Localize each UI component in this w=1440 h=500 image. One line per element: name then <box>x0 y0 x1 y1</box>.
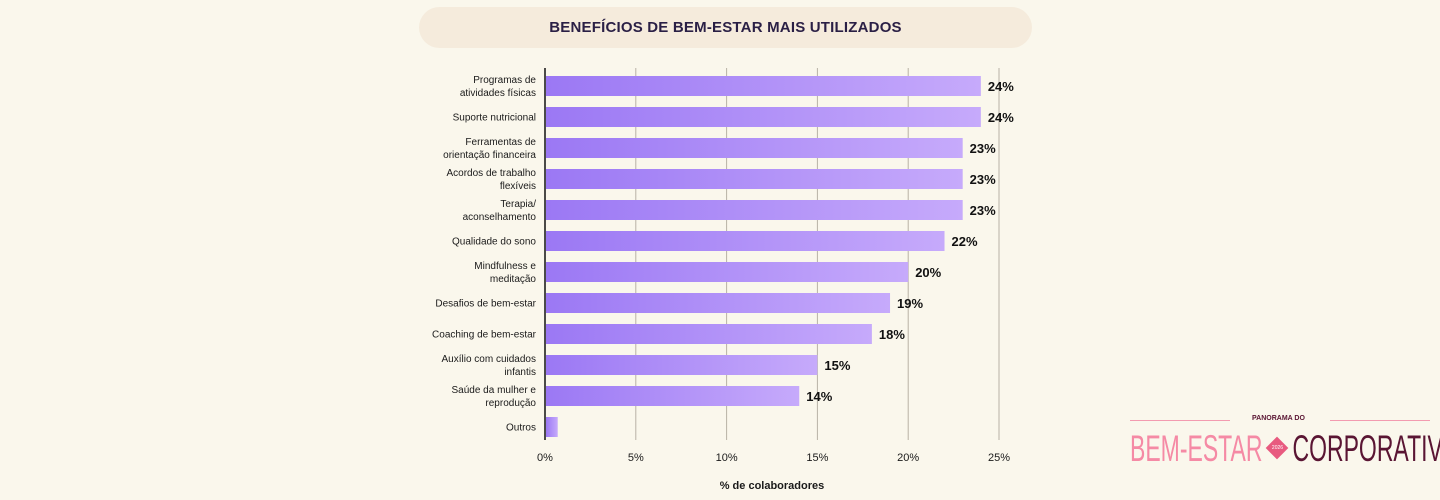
data-label: 23% <box>970 203 996 218</box>
category-label: Auxílio com cuidados infantis <box>442 354 537 378</box>
category-label-line: Coaching de bem-estar <box>432 330 537 341</box>
category-label-line: Mindfulness e <box>474 261 536 272</box>
logo-top-text: PANORAMA DO <box>1252 415 1305 422</box>
category-label-line: Ferramentas de <box>465 137 536 148</box>
bar <box>546 262 909 282</box>
x-tick-label: 10% <box>716 452 738 464</box>
bar <box>546 107 981 127</box>
x-tick-label: 0% <box>537 452 553 464</box>
category-label: Saúde da mulher e reprodução <box>451 385 536 409</box>
category-label: Ferramentas de orientação financeira <box>443 137 536 161</box>
category-label-line: meditação <box>490 274 537 285</box>
category-label-line: flexíveis <box>500 181 536 192</box>
bar <box>546 293 891 313</box>
category-label: Suporte nutricional <box>453 113 536 124</box>
category-label: Mindfulness e meditação <box>474 261 536 285</box>
data-label: 24% <box>988 110 1014 125</box>
category-label-line: aconselhamento <box>463 212 537 223</box>
category-label-line: atividades físicas <box>460 88 536 99</box>
logo-year: 2026 <box>1271 445 1284 451</box>
x-tick-label: 15% <box>806 452 828 464</box>
bar <box>546 169 963 189</box>
category-label-line: Acordos de trabalho <box>446 168 536 179</box>
bar <box>546 76 981 96</box>
category-label-line: Auxílio com cuidados <box>442 354 537 365</box>
category-label: Qualidade do sono <box>452 237 536 248</box>
data-label: 19% <box>897 296 923 311</box>
category-label: Terapia/aconselhamento <box>463 199 537 223</box>
bar <box>546 386 800 406</box>
data-label: 14% <box>806 389 832 404</box>
data-label: 22% <box>952 234 978 249</box>
category-label: Outros <box>506 423 536 434</box>
bar <box>546 231 945 251</box>
data-label: 23% <box>970 172 996 187</box>
data-label: 15% <box>824 358 850 373</box>
category-label-line: infantis <box>504 367 536 378</box>
bar <box>546 324 872 344</box>
chart-title-pill: BENEFÍCIOS DE BEM-ESTAR MAIS UTILIZADOS <box>419 7 1032 48</box>
x-tick-label: 20% <box>897 452 919 464</box>
category-label-line: Outros <box>506 423 536 434</box>
chart-title: BENEFÍCIOS DE BEM-ESTAR MAIS UTILIZADOS <box>549 19 902 36</box>
data-label: 20% <box>915 265 941 280</box>
x-axis-label: % de colaboradores <box>720 480 825 492</box>
category-label: Coaching de bem-estar <box>432 330 537 341</box>
category-label-line: Saúde da mulher e <box>451 385 536 396</box>
category-label: Acordos de trabalho flexíveis <box>446 168 536 192</box>
x-tick-label: 25% <box>988 452 1010 464</box>
category-label-line: reprodução <box>485 398 536 409</box>
bar <box>546 200 963 220</box>
x-tick-label: 5% <box>628 452 644 464</box>
category-label-line: Desafios de bem-estar <box>435 299 536 310</box>
category-label: Programas de atividades físicas <box>460 75 537 99</box>
data-label: 18% <box>879 327 905 342</box>
bar <box>546 138 963 158</box>
bar <box>546 355 818 375</box>
data-label: 23% <box>970 141 996 156</box>
logo-left-text: BEM-ESTAR <box>1130 427 1263 469</box>
category-label-line: Qualidade do sono <box>452 237 536 248</box>
bar <box>546 417 558 437</box>
category-label-line: orientação financeira <box>443 150 536 161</box>
category-label-line: Terapia/ <box>500 199 536 210</box>
category-label-line: Programas de <box>473 75 536 86</box>
brand-logo: PANORAMA DO BEM-ESTAR 2026 CORPORATIVO <box>1130 413 1440 475</box>
logo-year-badge: 2026 <box>1266 436 1289 460</box>
logo-right-text: CORPORATIVO <box>1292 427 1440 469</box>
category-label: Desafios de bem-estar <box>435 299 536 310</box>
data-label: 24% <box>988 79 1014 94</box>
category-label-line: Suporte nutricional <box>453 113 536 124</box>
